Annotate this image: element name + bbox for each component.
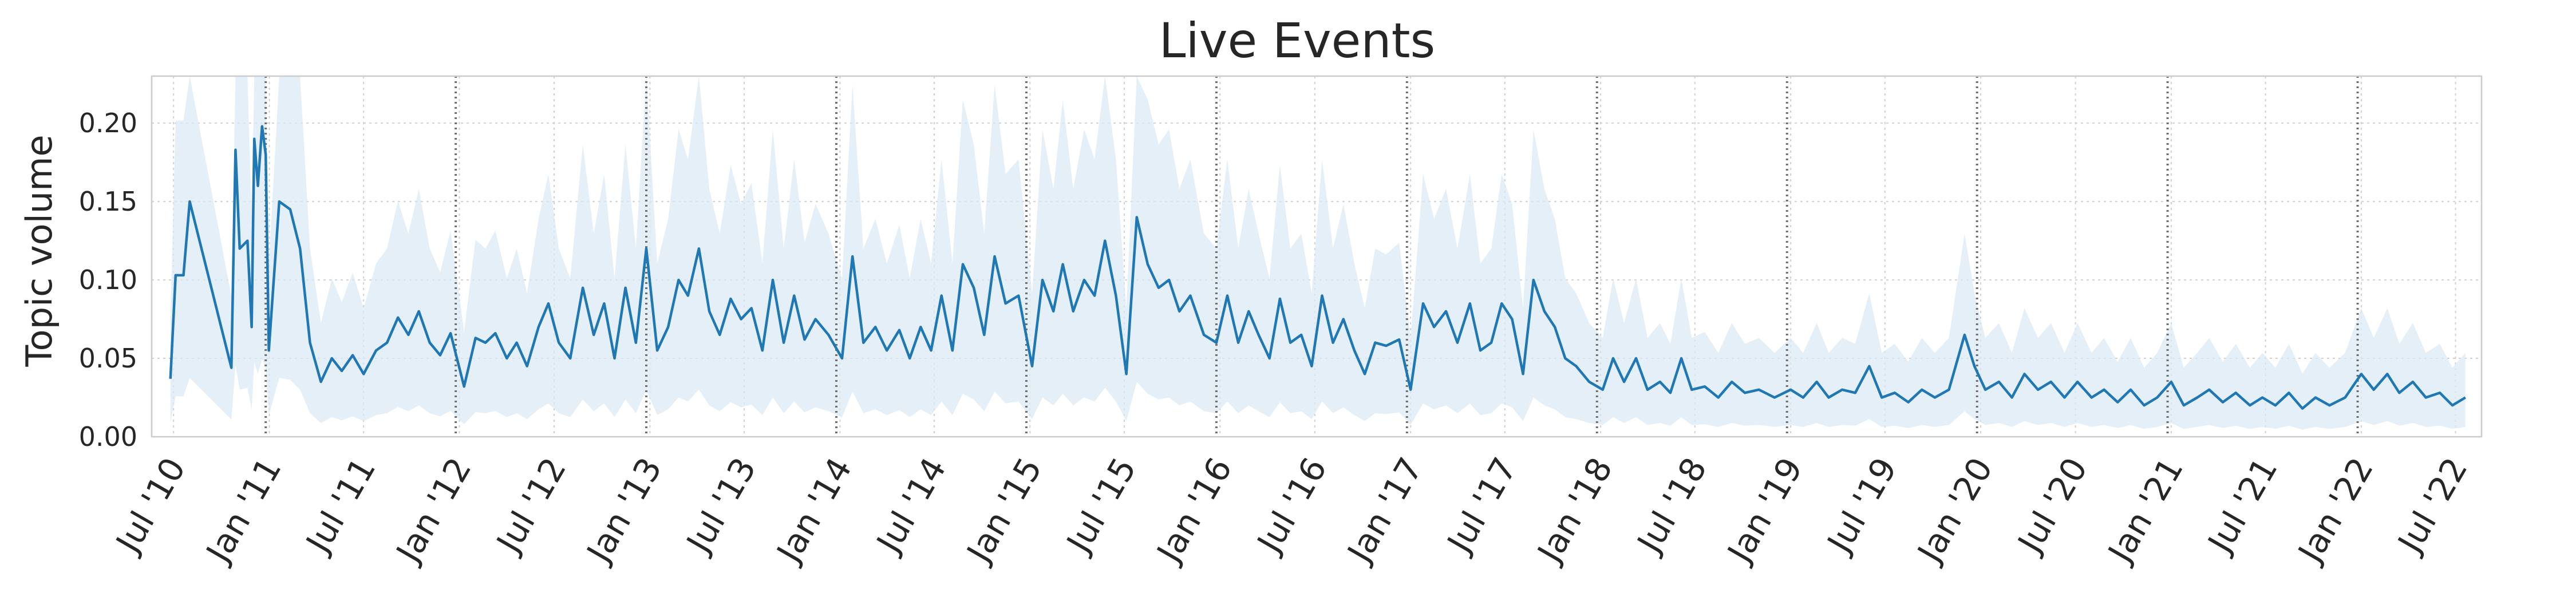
x-tick-label: Jan '15 bbox=[958, 451, 1049, 570]
x-tick-label: Jan '20 bbox=[1909, 451, 2000, 570]
x-tick-label: Jul '19 bbox=[1819, 451, 1904, 560]
x-tick-label: Jan '18 bbox=[1529, 451, 1620, 570]
x-tick-label: Jul '11 bbox=[298, 451, 383, 560]
y-tick-label: 0.10 bbox=[79, 264, 137, 295]
x-tick-labels: Jul '10 Jan '11 Jul '11 Jan '12 Jul '12 Jan '… bbox=[108, 451, 2475, 570]
x-tick-label: Jan '12 bbox=[388, 451, 479, 570]
x-tick-label: Jul '15 bbox=[1058, 451, 1144, 560]
x-tick-label: Jul '18 bbox=[1629, 451, 1714, 560]
x-tick-label: Jul '14 bbox=[868, 451, 954, 560]
y-tick-label: 0.00 bbox=[79, 421, 137, 452]
x-tick-label: Jul '10 bbox=[108, 451, 193, 560]
x-tick-label: Jul '20 bbox=[2009, 451, 2095, 560]
volume-band bbox=[170, 76, 2466, 430]
x-tick-label: Jul '16 bbox=[1249, 451, 1334, 560]
y-tick-labels: 0.00 0.05 0.10 0.15 0.20 bbox=[79, 108, 137, 452]
x-tick-label: Jan '21 bbox=[2100, 451, 2191, 570]
y-tick-label: 0.15 bbox=[79, 186, 137, 217]
x-tick-label: Jan '17 bbox=[1339, 451, 1430, 570]
y-tick-label: 0.05 bbox=[79, 343, 137, 374]
x-tick-label: Jul '12 bbox=[488, 451, 574, 560]
volume-band-area bbox=[170, 76, 2466, 430]
x-tick-label: Jul '17 bbox=[1439, 451, 1524, 560]
plot-frame bbox=[151, 75, 2483, 438]
y-tick-label: 0.20 bbox=[79, 108, 137, 139]
topic-volume-line bbox=[169, 125, 2466, 410]
x-tick-label: Jul '13 bbox=[678, 451, 764, 560]
x-tick-label: Jan '14 bbox=[768, 451, 859, 570]
x-tick-label: Jan '22 bbox=[2290, 451, 2381, 570]
x-tick-label: Jan '16 bbox=[1148, 451, 1239, 570]
x-tick-label: Jul '21 bbox=[2199, 451, 2285, 560]
x-tick-label: Jan '19 bbox=[1719, 451, 1810, 570]
x-tick-label: Jan '13 bbox=[578, 451, 669, 570]
y-axis-label: Topic volume bbox=[18, 135, 60, 367]
series-lines bbox=[169, 125, 2466, 410]
chart-title: Live Events bbox=[1159, 13, 1436, 69]
x-tick-label: Jan '11 bbox=[197, 451, 289, 570]
x-tick-label: Jul '22 bbox=[2389, 451, 2475, 560]
